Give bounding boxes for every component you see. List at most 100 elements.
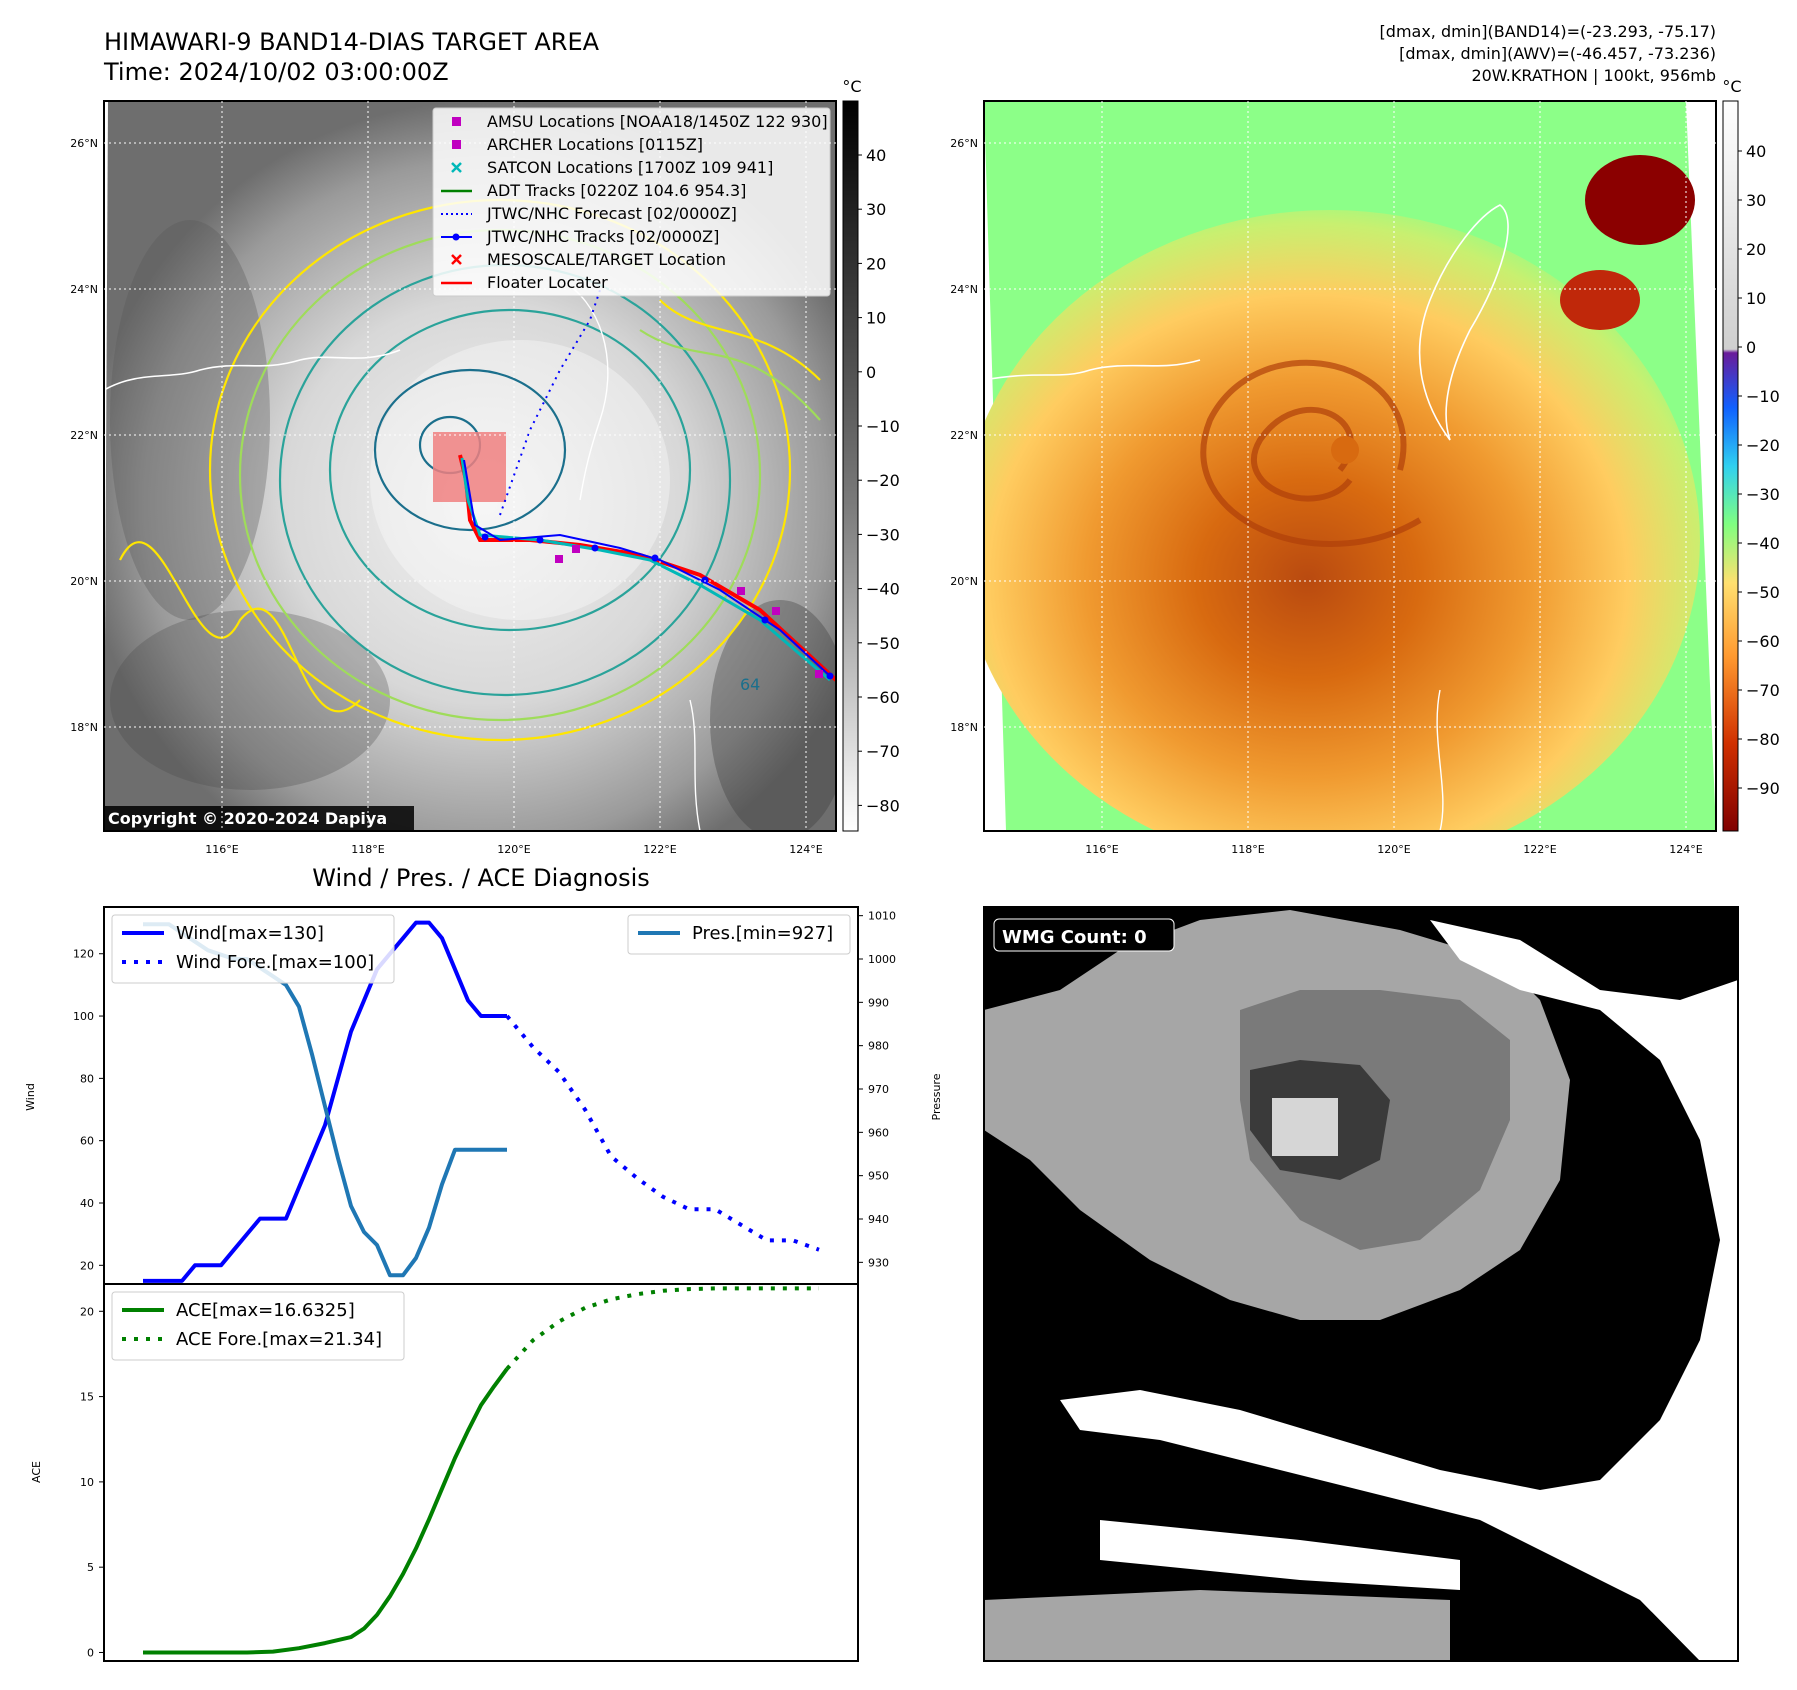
lat-tick-label: 26°N (950, 137, 978, 150)
legend-label: Wind[max=130] (176, 923, 324, 944)
diagnosis-title: Wind / Pres. / ACE Diagnosis (312, 864, 650, 892)
series-line-wind-fore- (505, 1014, 820, 1252)
legend-marker-square (452, 140, 461, 149)
color-colorbar: °C (1722, 77, 1742, 832)
pressure-axis-label: Pressure (930, 1073, 943, 1120)
map-legend-entry: AMSU Locations [NOAA18/1450Z 122 930] (452, 112, 828, 131)
legend-label: SATCON Locations [1700Z 109 941] (487, 158, 773, 177)
y2-tick-label: 960 (868, 1126, 889, 1139)
y2-tick-label: 930 (868, 1256, 889, 1269)
ir-grayscale-map: 64 Copyright © 2020-2024 Dapiya (103, 100, 837, 832)
legend-label: Wind Fore.[max=100] (176, 952, 374, 973)
color-colorbar-tick-label: −20 (1746, 436, 1780, 455)
y-tick-label: 15 (80, 1391, 94, 1404)
chart-legend: ACE[max=16.6325] ACE Fore.[max=21.34] (111, 1291, 405, 1361)
lat-tick-label: 22°N (70, 429, 98, 442)
y-tick-label: 10 (80, 1476, 94, 1489)
legend-label: MESOSCALE/TARGET Location (487, 250, 726, 269)
ace-chart: 0 5 10 15 20 (80, 1286, 819, 1659)
gray-colorbar-tick-label: 20 (866, 254, 886, 273)
legend-label: JTWC/NHC Forecast [02/0000Z] (486, 204, 737, 223)
y2-tick-label: 980 (868, 1040, 889, 1053)
color-colorbar-tick-label: 30 (1746, 191, 1766, 210)
gray-colorbar-tick-label: −50 (866, 634, 900, 653)
gray-colorbar-tick-label: −80 (866, 796, 900, 815)
lat-tick-label: 20°N (70, 575, 98, 588)
map-legend-entry: MESOSCALE/TARGET Location (451, 250, 726, 269)
color-colorbar-tick-label: −10 (1746, 387, 1780, 406)
gray-colorbar: °C (842, 77, 862, 832)
map-legend-entry: ARCHER Locations [0115Z] (452, 135, 703, 154)
color-colorbar-tick-label: −80 (1746, 730, 1780, 749)
lon-tick-label: 120°E (1377, 843, 1410, 856)
legend-marker-x (451, 254, 462, 265)
series-line-ace (143, 1367, 509, 1655)
y2-tick-label: 1000 (868, 953, 896, 966)
lon-tick-label: 116°E (1085, 843, 1118, 856)
copyright-text: Copyright © 2020-2024 Dapiya (108, 809, 387, 828)
y-tick-label: 120 (73, 948, 94, 961)
legend-label: ADT Tracks [0220Z 104.6 954.3] (487, 181, 746, 200)
dmax-band14-text: [dmax, dmin](BAND14)=(-23.293, -75.17) (1380, 22, 1716, 41)
color-colorbar-tick-label: −50 (1746, 583, 1780, 602)
legend-marker-dot (452, 233, 460, 241)
lon-tick-label: 124°E (789, 843, 822, 856)
color-colorbar-tick-label: −30 (1746, 485, 1780, 504)
legend-label: ACE Fore.[max=21.34] (176, 1329, 382, 1350)
color-colorbar-tick-label: −60 (1746, 632, 1780, 651)
gray-colorbar-tick-label: 10 (866, 309, 886, 328)
chart-legend: Pres.[min=927] (627, 914, 851, 955)
storm-info-text: 20W.KRATHON | 100kt, 956mb (1471, 66, 1716, 85)
lat-tick-label: 22°N (950, 429, 978, 442)
color-colorbar-tick-label: −70 (1746, 681, 1780, 700)
color-colorbar-tick-label: 40 (1746, 142, 1766, 161)
lon-tick-label: 122°E (1523, 843, 1556, 856)
gray-colorbar-tick-label: −60 (866, 688, 900, 707)
lat-tick-label: 18°N (70, 721, 98, 734)
y-tick-label: 100 (73, 1010, 94, 1023)
lon-tick-label: 122°E (643, 843, 676, 856)
color-colorbar-tick-label: 0 (1746, 338, 1756, 357)
y2-tick-label: 1010 (868, 910, 896, 923)
gray-colorbar-tick-label: −70 (866, 742, 900, 761)
wmg-count-label: WMG Count: 0 (1002, 927, 1147, 948)
map-legend-entry: Floater Locater (441, 273, 608, 292)
map-legend-entry: SATCON Locations [1700Z 109 941] (451, 158, 773, 177)
color-colorbar-tick-label: 10 (1746, 289, 1766, 308)
lat-tick-label: 20°N (950, 575, 978, 588)
y-tick-label: 60 (80, 1135, 94, 1148)
color-colorbar-tick-label: −40 (1746, 534, 1780, 553)
gray-colorbar-tick-label: 30 (866, 200, 886, 219)
lat-tick-label: 26°N (70, 137, 98, 150)
legend-label: Floater Locater (487, 273, 608, 292)
map-legend-entry: JTWC/NHC Forecast [02/0000Z] (441, 204, 737, 223)
color-colorbar-unit: °C (1722, 77, 1741, 96)
y-tick-label: 5 (87, 1561, 94, 1574)
gray-colorbar-tick-label: −30 (866, 525, 900, 544)
figure-title: HIMAWARI-9 BAND14-DIAS TARGET AREA (104, 28, 600, 56)
y2-tick-label: 940 (868, 1213, 889, 1226)
lat-tick-label: 24°N (950, 283, 978, 296)
gray-colorbar-tick-label: −10 (866, 417, 900, 436)
series-line-wind (143, 920, 507, 1283)
lon-tick-label: 124°E (1669, 843, 1702, 856)
color-colorbar-tick-label: −90 (1746, 779, 1780, 798)
map-legend (432, 107, 831, 297)
ir-color-map (983, 100, 1717, 832)
y2-tick-label: 970 (868, 1083, 889, 1096)
y2-tick-label: 950 (868, 1170, 889, 1183)
map-legend-entry: JTWC/NHC Tracks [02/0000Z] (441, 227, 719, 246)
legend-marker-square (452, 117, 461, 126)
gray-colorbar-unit: °C (842, 77, 861, 96)
legend-label: JTWC/NHC Tracks [02/0000Z] (486, 227, 719, 246)
lon-tick-label: 118°E (1231, 843, 1264, 856)
y-tick-label: 20 (80, 1305, 94, 1318)
chart-legends: Wind[max=130] Wind Fore.[max=100] Pres.[mi… (111, 914, 851, 1361)
ace-plot-frame (103, 1283, 859, 1662)
figure-time: Time: 2024/10/02 03:00:00Z (103, 58, 449, 86)
legend-label: ARCHER Locations [0115Z] (487, 135, 703, 154)
series-line-ace-fore- (505, 1286, 819, 1371)
chart-legend: Wind[max=130] Wind Fore.[max=100] (111, 914, 395, 984)
lat-tick-label: 24°N (70, 283, 98, 296)
